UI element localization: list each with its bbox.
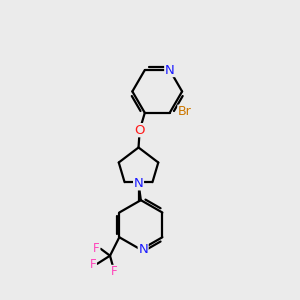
Text: N: N	[165, 64, 175, 76]
Text: N: N	[138, 243, 148, 256]
Text: F: F	[111, 266, 117, 278]
Text: O: O	[134, 124, 145, 137]
Text: N: N	[134, 177, 143, 190]
Text: F: F	[93, 242, 100, 255]
Text: F: F	[90, 258, 96, 271]
Text: Br: Br	[178, 105, 192, 118]
